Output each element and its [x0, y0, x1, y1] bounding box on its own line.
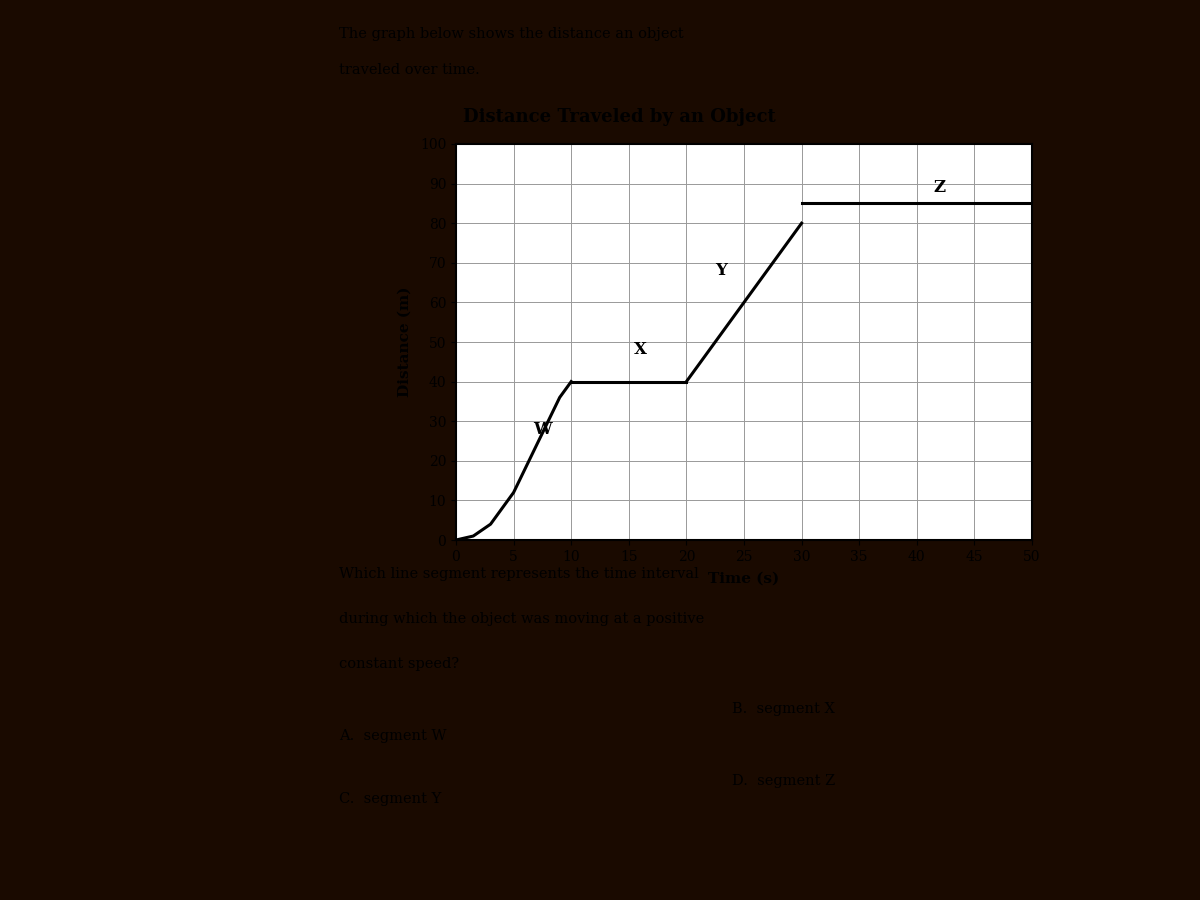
Y-axis label: Distance (m): Distance (m) — [397, 287, 412, 397]
Text: D.  segment Z: D. segment Z — [732, 774, 835, 788]
Text: Distance Traveled by an Object: Distance Traveled by an Object — [463, 108, 776, 126]
Text: X: X — [634, 341, 647, 358]
Text: C.  segment Y: C. segment Y — [338, 792, 442, 806]
Text: Y: Y — [715, 262, 727, 279]
Text: constant speed?: constant speed? — [338, 657, 460, 671]
Text: W: W — [533, 420, 552, 437]
Text: The graph below shows the distance an object: The graph below shows the distance an ob… — [338, 27, 684, 41]
X-axis label: Time (s): Time (s) — [708, 572, 780, 586]
Text: A.  segment W: A. segment W — [338, 729, 446, 743]
Text: Which line segment represents the time interval: Which line segment represents the time i… — [338, 567, 698, 581]
Text: B.  segment X: B. segment X — [732, 702, 835, 716]
Text: during which the object was moving at a positive: during which the object was moving at a … — [338, 612, 704, 626]
Text: traveled over time.: traveled over time. — [338, 63, 480, 77]
Text: Z: Z — [934, 179, 946, 196]
